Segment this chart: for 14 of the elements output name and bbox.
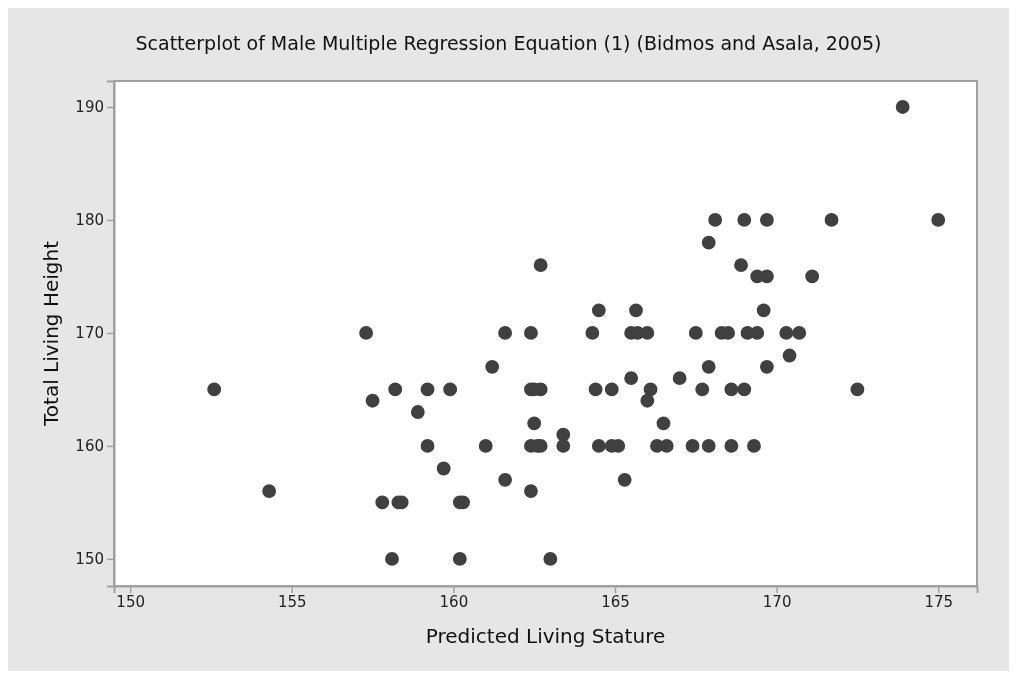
chart-title: Scatterplot of Male Multiple Regression Equation (1) (Bidmos and Asala, 2005) [135, 32, 882, 54]
x-tick-label: 175 [924, 592, 954, 611]
y-axis-title: Total Living Height [39, 240, 63, 427]
x-tick-label: 150 [116, 592, 145, 611]
x-axis-title: Predicted Living Stature [425, 624, 666, 648]
x-tick-label: 165 [601, 592, 630, 611]
y-tick-label: 190 [75, 98, 104, 117]
y-tick-label: 160 [75, 437, 104, 456]
x-tick-label: 155 [277, 592, 307, 611]
x-tick-label: 170 [762, 592, 792, 611]
y-tick-label: 150 [75, 550, 104, 569]
x-tick-label: 160 [439, 592, 469, 611]
y-tick-label: 180 [75, 211, 104, 230]
y-tick-label: 170 [75, 324, 104, 343]
